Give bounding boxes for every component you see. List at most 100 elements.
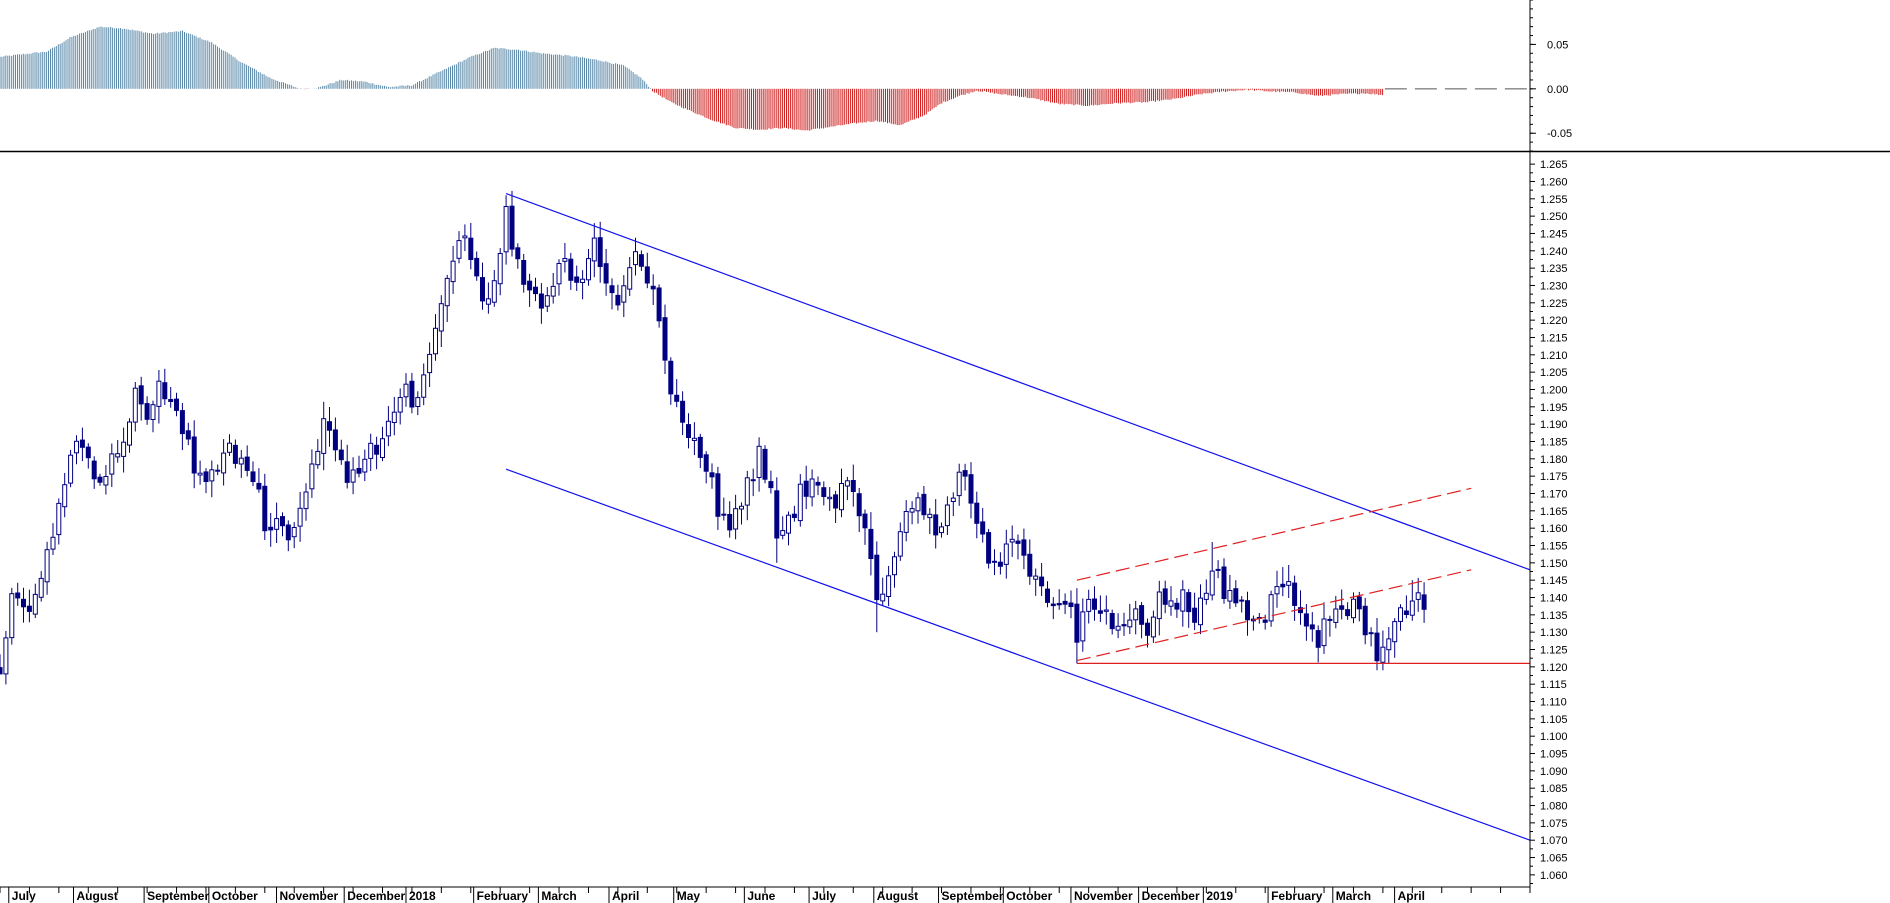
price-tick-label: 1.085 [1540,783,1568,795]
price-candle [703,451,709,484]
price-candle [1127,603,1133,634]
price-tick-label: 1.220 [1540,315,1568,327]
price-candle [97,473,103,486]
price-candle [921,486,927,520]
price-candle [1239,596,1245,613]
price-candle [397,388,403,425]
price-candle [244,445,250,477]
price-candle [1186,589,1192,628]
price-candle [650,274,656,305]
price-candle [403,373,409,407]
price-candle [868,512,874,576]
price-candle [1027,539,1033,585]
price-candle [1245,591,1250,636]
price-tick-label: 1.175 [1540,471,1568,483]
price-candle [1368,627,1374,647]
price-candle [1309,612,1315,642]
month-label: February [1271,889,1323,903]
price-candle [491,270,497,307]
price-candle [1403,595,1409,619]
price-candle [209,460,215,498]
price-tick-label: 1.060 [1540,870,1568,882]
price-candle [809,469,815,507]
price-tick-label: 1.065 [1540,853,1568,865]
price-candle [1339,589,1345,620]
price-tick-label: 1.110 [1540,697,1567,709]
price-candle [1062,593,1068,615]
price-candle [1103,595,1109,625]
price-candle [68,449,74,488]
price-candle [1097,595,1103,622]
price-candle [968,462,974,519]
price-tick-label: 1.105 [1540,714,1568,726]
price-candle [986,528,992,569]
price-tick-label: 1.250 [1540,211,1568,223]
price-candle [232,439,238,469]
price-candle [1050,597,1056,620]
price-candle [856,488,862,533]
price-tick-label: 1.165 [1540,506,1568,518]
price-candle [1286,565,1292,598]
price-candle [256,468,262,493]
price-candle [538,283,544,324]
price-candle [1280,567,1286,597]
price-candle [1268,590,1274,627]
price-candle [874,541,880,633]
price-candle [597,221,603,283]
price-candle [1045,581,1050,608]
month-label: May [677,889,701,903]
price-candle [674,379,680,408]
trendline-lower-channel [505,468,1531,841]
price-candle [227,434,232,456]
price-candle [309,449,315,498]
price-candle [21,587,26,623]
price-candle [644,252,650,289]
price-candle [750,468,756,497]
oscillator-bars [0,26,1384,131]
price-candle [762,445,768,484]
price-candle [168,387,174,408]
price-candle [338,439,344,465]
price-candle [1362,597,1368,645]
price-candle [815,476,821,496]
price-candle [609,278,615,310]
month-label: December [1142,889,1200,903]
price-candle [980,508,986,543]
price-candle [485,282,491,314]
price-y-ticks: 1.265 1.260 1.255 1.250 1.245 1.240 1.235 1.230… [1530,159,1568,885]
price-candle [127,418,132,453]
price-candle [1409,580,1415,621]
price-candle [32,583,38,619]
price-candle [527,273,533,307]
price-candle [992,549,997,576]
price-candle [327,407,332,447]
price-candle [0,654,3,675]
price-candle [786,511,791,546]
month-label: July [12,889,36,903]
price-candle [586,249,591,286]
price-candle [521,254,527,293]
trendline-upper-channel [505,193,1531,571]
month-label: September [942,889,1004,903]
month-label: August [77,889,118,903]
price-candle [38,571,44,602]
price-candle [391,396,397,436]
price-candle [1345,602,1351,620]
price-candle [791,505,797,522]
price-candle [1068,590,1074,619]
price-candle [1109,609,1115,635]
price-candle [956,463,962,506]
price-candle [3,630,9,685]
price-candle [1415,577,1421,612]
price-candle [939,522,944,538]
oscillator-tick-label: -0.05 [1547,128,1572,140]
price-candle [1092,586,1097,621]
price-candle [221,439,227,486]
price-candle [656,284,662,328]
price-candle [156,370,162,424]
price-candle [456,231,462,264]
price-candle [662,304,668,374]
price-candle [697,433,703,469]
price-candle [1074,588,1080,664]
price-tick-label: 1.185 [1540,436,1568,448]
